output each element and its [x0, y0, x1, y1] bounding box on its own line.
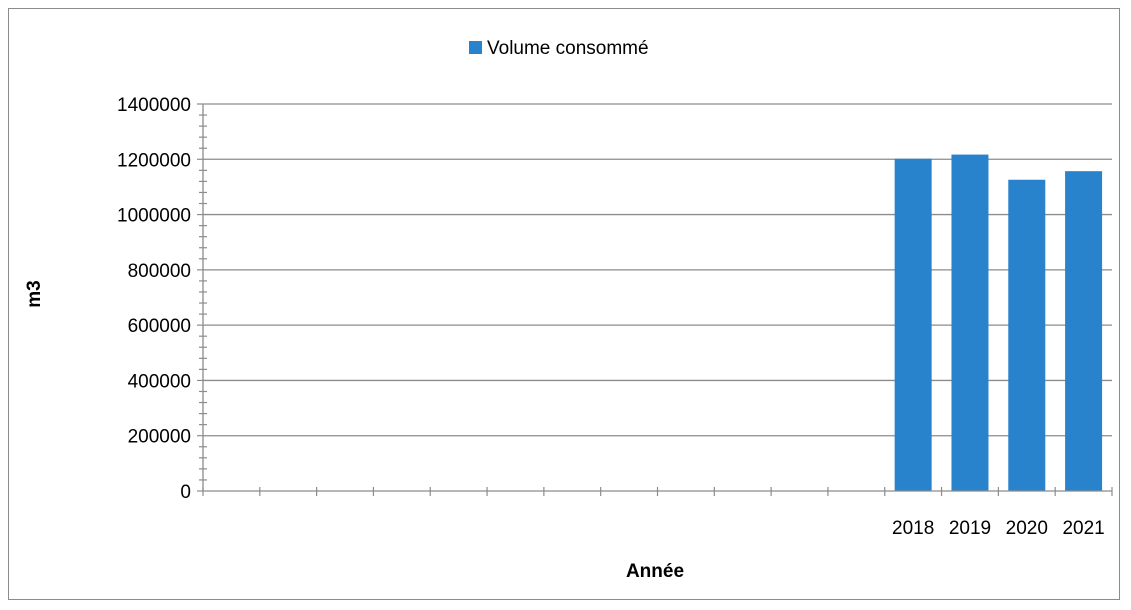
bars — [894, 154, 1103, 492]
y-tick-label: 600000 — [128, 316, 191, 337]
y-tick-label: 1200000 — [117, 150, 191, 171]
bar-2018 — [894, 158, 932, 492]
legend-swatch — [469, 41, 482, 54]
y-tick-label: 200000 — [128, 427, 191, 448]
y-tick-label: 0 — [180, 482, 191, 503]
bar-2019 — [951, 154, 989, 491]
y-tick-label: 1000000 — [117, 206, 191, 227]
bar-2021 — [1065, 171, 1103, 491]
legend: Volume consommé — [469, 38, 649, 59]
y-tick-labels: 0 200000 400000 600000 800000 1000000 1200000 1… — [117, 95, 191, 503]
x-tick-label: 2019 — [949, 518, 991, 539]
x-tick-label: 2020 — [1006, 518, 1048, 539]
y-axis-title: m3 — [24, 280, 45, 307]
x-tick-labels: 2018 2019 2020 2021 — [892, 518, 1105, 539]
x-tick-label: 2021 — [1062, 518, 1104, 539]
y-tick-label: 400000 — [128, 371, 191, 392]
chart-frame — [8, 8, 1120, 600]
axes — [197, 103, 1113, 496]
x-tick-label: 2018 — [892, 518, 934, 539]
y-tick-label: 1400000 — [117, 95, 191, 116]
legend-label: Volume consommé — [487, 38, 649, 59]
y-tick-label: 800000 — [128, 261, 191, 282]
bar-2020 — [1008, 179, 1046, 491]
x-axis-title: Année — [626, 561, 684, 582]
